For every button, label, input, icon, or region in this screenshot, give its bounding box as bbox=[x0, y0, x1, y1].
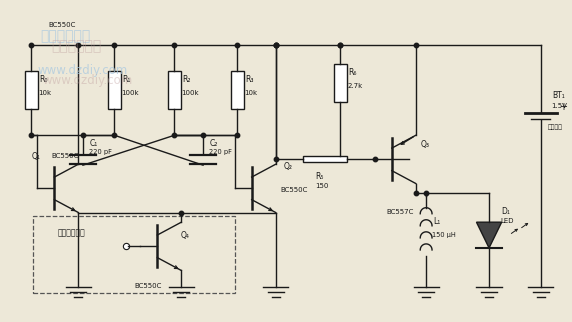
Text: BC550C: BC550C bbox=[51, 153, 79, 159]
Bar bbox=[303, 156, 347, 162]
Text: 门控闪烁输入: 门控闪烁输入 bbox=[57, 228, 85, 237]
Text: R₂: R₂ bbox=[182, 75, 191, 84]
Text: 电子制作天地: 电子制作天地 bbox=[51, 39, 102, 53]
Text: C₂: C₂ bbox=[210, 139, 219, 148]
Text: 2.7k: 2.7k bbox=[347, 83, 363, 89]
Text: D₁: D₁ bbox=[502, 207, 511, 216]
Text: C₁: C₁ bbox=[90, 139, 98, 148]
Text: 10k: 10k bbox=[244, 90, 257, 96]
Text: www.dzdiy.com: www.dzdiy.com bbox=[43, 74, 133, 87]
Text: R₃: R₃ bbox=[245, 75, 254, 84]
Bar bbox=[231, 71, 244, 109]
Bar bbox=[33, 216, 235, 293]
Bar bbox=[334, 64, 347, 102]
Text: 150: 150 bbox=[315, 183, 328, 189]
Text: LED: LED bbox=[500, 218, 514, 224]
Text: 220 pF: 220 pF bbox=[89, 149, 112, 155]
Bar bbox=[108, 71, 121, 109]
Text: 10k: 10k bbox=[38, 90, 51, 96]
Text: R₅: R₅ bbox=[315, 172, 323, 181]
Text: BC557C: BC557C bbox=[386, 209, 414, 215]
Text: Q₂: Q₂ bbox=[283, 162, 292, 171]
Text: 1.5V: 1.5V bbox=[551, 103, 567, 109]
Polygon shape bbox=[476, 222, 502, 248]
Text: www.dzdiy.com: www.dzdiy.com bbox=[37, 64, 128, 77]
Bar bbox=[25, 71, 38, 109]
Text: BT₁: BT₁ bbox=[552, 91, 565, 100]
Text: L₁: L₁ bbox=[434, 217, 441, 226]
Text: BC550C: BC550C bbox=[280, 186, 308, 193]
Text: +: + bbox=[559, 102, 567, 112]
Text: BC550C: BC550C bbox=[134, 283, 162, 289]
Text: Q₁: Q₁ bbox=[31, 152, 41, 161]
Text: 电子制作天地: 电子制作天地 bbox=[40, 29, 90, 43]
Text: 单节电池: 单节电池 bbox=[547, 124, 562, 130]
Text: 150 μH: 150 μH bbox=[432, 232, 456, 238]
Text: 220 pF: 220 pF bbox=[209, 149, 232, 155]
Text: R₁: R₁ bbox=[122, 75, 131, 84]
Text: 100k: 100k bbox=[181, 90, 199, 96]
Text: Q₃: Q₃ bbox=[420, 139, 430, 148]
Text: R₆: R₆ bbox=[348, 68, 357, 77]
Text: R₀: R₀ bbox=[39, 75, 48, 84]
Bar bbox=[168, 71, 181, 109]
Text: Q₄: Q₄ bbox=[180, 231, 189, 240]
Text: 100k: 100k bbox=[121, 90, 139, 96]
Text: BC550C: BC550C bbox=[49, 22, 76, 28]
